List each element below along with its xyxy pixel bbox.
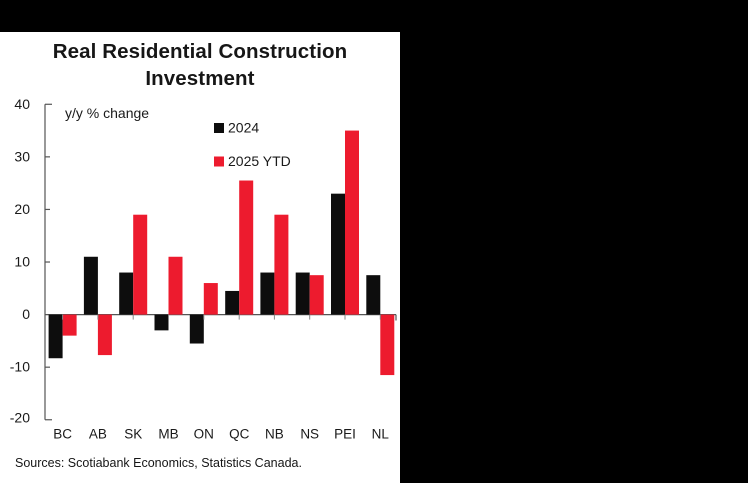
svg-text:40: 40 xyxy=(14,96,30,112)
svg-text:NL: NL xyxy=(372,427,390,442)
svg-text:NB: NB xyxy=(265,427,284,442)
svg-text:2025 YTD: 2025 YTD xyxy=(228,153,291,169)
svg-text:ON: ON xyxy=(194,427,214,442)
svg-text:y/y % change: y/y % change xyxy=(65,105,149,121)
svg-text:MB: MB xyxy=(158,427,178,442)
svg-text:30: 30 xyxy=(14,148,30,164)
svg-text:20: 20 xyxy=(14,201,30,217)
svg-text:0: 0 xyxy=(22,306,30,322)
svg-text:-10: -10 xyxy=(10,359,30,375)
svg-text:AB: AB xyxy=(89,427,107,442)
svg-text:10: 10 xyxy=(14,254,30,270)
svg-text:PEI: PEI xyxy=(334,427,356,442)
svg-text:-20: -20 xyxy=(10,410,30,426)
svg-text:SK: SK xyxy=(124,427,142,442)
svg-text:NS: NS xyxy=(300,427,319,442)
svg-text:2024: 2024 xyxy=(228,120,259,136)
svg-text:QC: QC xyxy=(229,427,250,442)
svg-text:BC: BC xyxy=(53,427,72,442)
